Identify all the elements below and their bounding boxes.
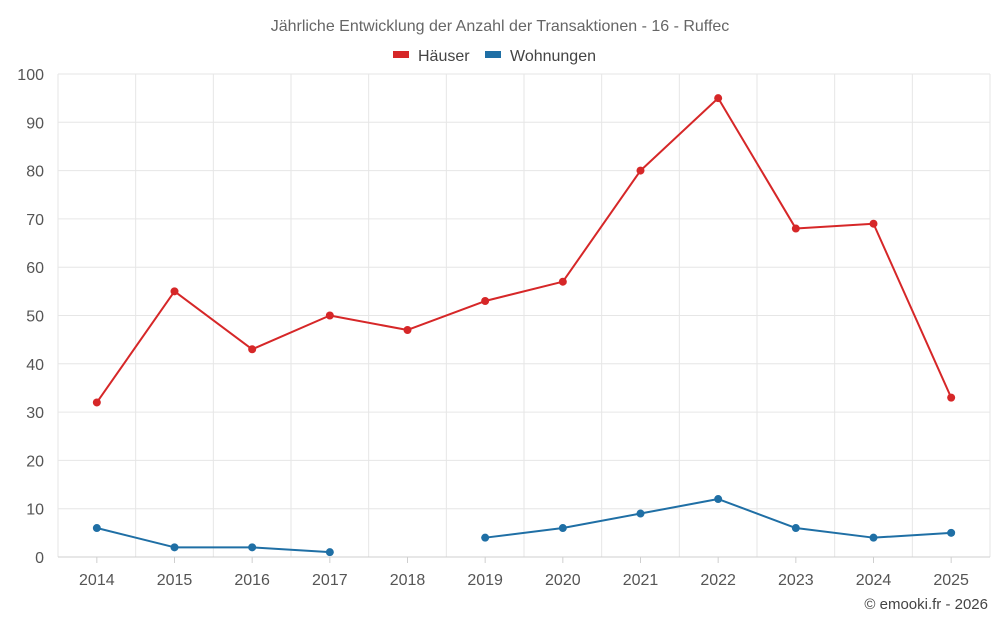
data-point-wohnungen[interactable] xyxy=(92,524,101,533)
data-point-wohnungen[interactable] xyxy=(791,524,800,533)
series-line-wohnungen xyxy=(485,498,952,539)
grid xyxy=(57,73,991,557)
x-tick-label: 2023 xyxy=(778,572,814,589)
y-tick-label: 10 xyxy=(26,502,44,519)
chart-title: Jährliche Entwicklung der Anzahl der Tra… xyxy=(271,18,730,35)
data-point-wohnungen[interactable] xyxy=(558,524,567,533)
y-tick-label: 0 xyxy=(35,550,44,567)
y-tick-label: 70 xyxy=(26,212,44,229)
data-point-wohnungen[interactable] xyxy=(714,495,723,504)
x-tick-label: 2024 xyxy=(856,572,892,589)
legend-swatch-haeuser xyxy=(393,51,409,58)
data-point-haeuser[interactable] xyxy=(248,345,257,354)
axes: 0 10 20 30 40 50 60 70 80 90 100 2014 2015 2016 2017 20… xyxy=(17,67,990,589)
data-point-haeuser[interactable] xyxy=(92,398,101,407)
x-tick-label: 2014 xyxy=(79,572,115,589)
legend-label-wohnungen: Wohnungen xyxy=(510,48,596,65)
y-tick-label: 60 xyxy=(26,260,44,277)
credit-text: © emooki.fr - 2026 xyxy=(864,596,988,613)
data-point-wohnungen[interactable] xyxy=(481,533,490,542)
series-wohnungen xyxy=(92,495,956,557)
x-tick-label: 2021 xyxy=(623,572,659,589)
x-tick-label: 2022 xyxy=(700,572,736,589)
data-point-haeuser[interactable] xyxy=(714,94,723,103)
y-tick-label: 80 xyxy=(26,164,44,181)
x-tick-label: 2015 xyxy=(157,572,193,589)
x-tick-label: 2019 xyxy=(467,572,503,589)
data-point-haeuser[interactable] xyxy=(325,311,334,320)
x-tick-label: 2017 xyxy=(312,572,348,589)
x-tick-label: 2018 xyxy=(390,572,426,589)
data-point-haeuser[interactable] xyxy=(403,325,412,334)
legend: Häuser Wohnungen xyxy=(393,48,596,65)
data-point-wohnungen[interactable] xyxy=(947,528,956,537)
x-tick-label: 2016 xyxy=(234,572,270,589)
data-point-haeuser[interactable] xyxy=(947,393,956,402)
data-point-wohnungen[interactable] xyxy=(248,543,257,552)
x-tick-label: 2020 xyxy=(545,572,581,589)
data-point-haeuser[interactable] xyxy=(170,287,179,296)
y-tick-label: 40 xyxy=(26,357,44,374)
y-tick-label: 20 xyxy=(26,453,44,470)
legend-label-haeuser: Häuser xyxy=(418,48,470,65)
data-point-wohnungen[interactable] xyxy=(170,543,179,552)
data-point-haeuser[interactable] xyxy=(481,297,490,306)
y-tick-label: 90 xyxy=(26,115,44,132)
series-haeuser xyxy=(92,94,956,407)
legend-swatch-wohnungen xyxy=(485,51,501,58)
series-line-wohnungen xyxy=(96,527,330,554)
y-tick-label: 50 xyxy=(26,309,44,326)
data-point-haeuser[interactable] xyxy=(791,224,800,233)
x-tick-label: 2025 xyxy=(933,572,969,589)
series xyxy=(92,94,956,557)
data-point-wohnungen[interactable] xyxy=(325,548,334,557)
series-line-haeuser xyxy=(96,97,953,404)
data-point-haeuser[interactable] xyxy=(636,166,645,175)
data-point-wohnungen[interactable] xyxy=(869,533,878,542)
y-tick-label: 30 xyxy=(26,405,44,422)
data-point-wohnungen[interactable] xyxy=(636,509,645,518)
legend-item-haeuser[interactable]: Häuser xyxy=(393,48,470,65)
y-tick-label: 100 xyxy=(17,67,44,84)
legend-item-wohnungen[interactable]: Wohnungen xyxy=(485,48,596,65)
data-point-haeuser[interactable] xyxy=(869,219,878,228)
data-point-haeuser[interactable] xyxy=(558,277,567,286)
